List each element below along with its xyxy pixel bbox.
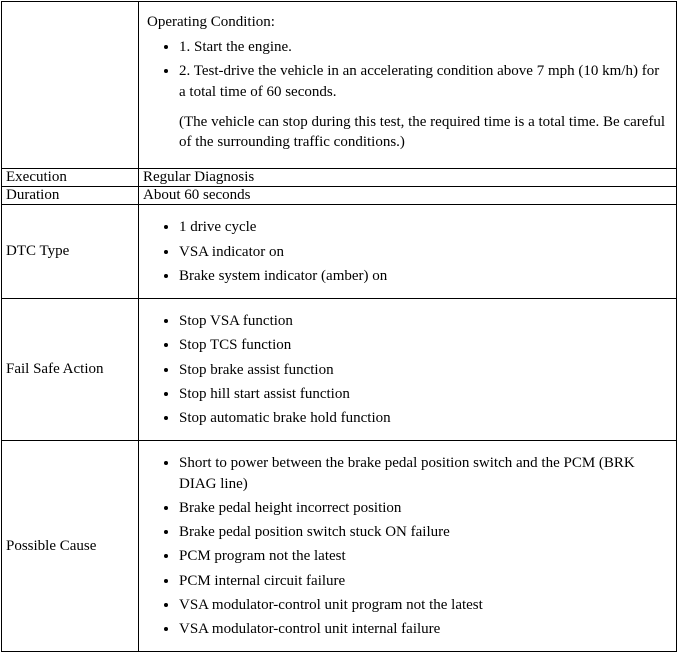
row-content-operating: Operating Condition: 1. Start the engine… xyxy=(139,2,677,169)
row-label-fail-safe: Fail Safe Action xyxy=(2,299,139,441)
dtc-type-list: 1 drive cycle VSA indicator on Brake sys… xyxy=(147,217,668,286)
list-item: 1 drive cycle xyxy=(179,217,668,237)
table-row: Possible Cause Short to power between th… xyxy=(2,441,677,652)
table-row: Duration About 60 seconds xyxy=(2,187,677,205)
list-item: Stop automatic brake hold function xyxy=(179,408,668,428)
list-item: Brake system indicator (amber) on xyxy=(179,266,668,286)
list-item: Brake pedal height incorrect position xyxy=(179,498,668,518)
row-content-dtc-type: 1 drive cycle VSA indicator on Brake sys… xyxy=(139,205,677,299)
row-label-execution: Execution xyxy=(2,169,139,187)
list-item: Brake pedal position switch stuck ON fai… xyxy=(179,522,668,542)
list-item: Stop VSA function xyxy=(179,311,668,331)
row-value-duration: About 60 seconds xyxy=(139,187,677,205)
list-item: VSA modulator-control unit internal fail… xyxy=(179,619,668,639)
diagnostic-table: Operating Condition: 1. Start the engine… xyxy=(1,1,677,652)
list-item: 1. Start the engine. xyxy=(179,37,668,57)
operating-condition-list: 1. Start the engine. 2. Test-drive the v… xyxy=(147,37,668,102)
row-label-dtc-type: DTC Type xyxy=(2,205,139,299)
list-item: Stop hill start assist function xyxy=(179,384,668,404)
list-item: 2. Test-drive the vehicle in an accelera… xyxy=(179,61,668,102)
operating-condition-note: (The vehicle can stop during this test, … xyxy=(179,112,668,153)
operating-condition-title: Operating Condition: xyxy=(147,14,668,31)
list-item: Stop brake assist function xyxy=(179,360,668,380)
row-content-possible-cause: Short to power between the brake pedal p… xyxy=(139,441,677,652)
list-item: PCM program not the latest xyxy=(179,546,668,566)
list-item: VSA modulator-control unit program not t… xyxy=(179,595,668,615)
table-row: DTC Type 1 drive cycle VSA indicator on … xyxy=(2,205,677,299)
row-content-fail-safe: Stop VSA function Stop TCS function Stop… xyxy=(139,299,677,441)
table-row: Execution Regular Diagnosis xyxy=(2,169,677,187)
list-item: Short to power between the brake pedal p… xyxy=(179,453,668,494)
possible-cause-list: Short to power between the brake pedal p… xyxy=(147,453,668,639)
table-row: Operating Condition: 1. Start the engine… xyxy=(2,2,677,169)
row-label-possible-cause: Possible Cause xyxy=(2,441,139,652)
row-label-operating xyxy=(2,2,139,169)
list-item: Stop TCS function xyxy=(179,335,668,355)
table-row: Fail Safe Action Stop VSA function Stop … xyxy=(2,299,677,441)
list-item: PCM internal circuit failure xyxy=(179,571,668,591)
list-item: VSA indicator on xyxy=(179,242,668,262)
row-value-execution: Regular Diagnosis xyxy=(139,169,677,187)
row-label-duration: Duration xyxy=(2,187,139,205)
fail-safe-list: Stop VSA function Stop TCS function Stop… xyxy=(147,311,668,428)
